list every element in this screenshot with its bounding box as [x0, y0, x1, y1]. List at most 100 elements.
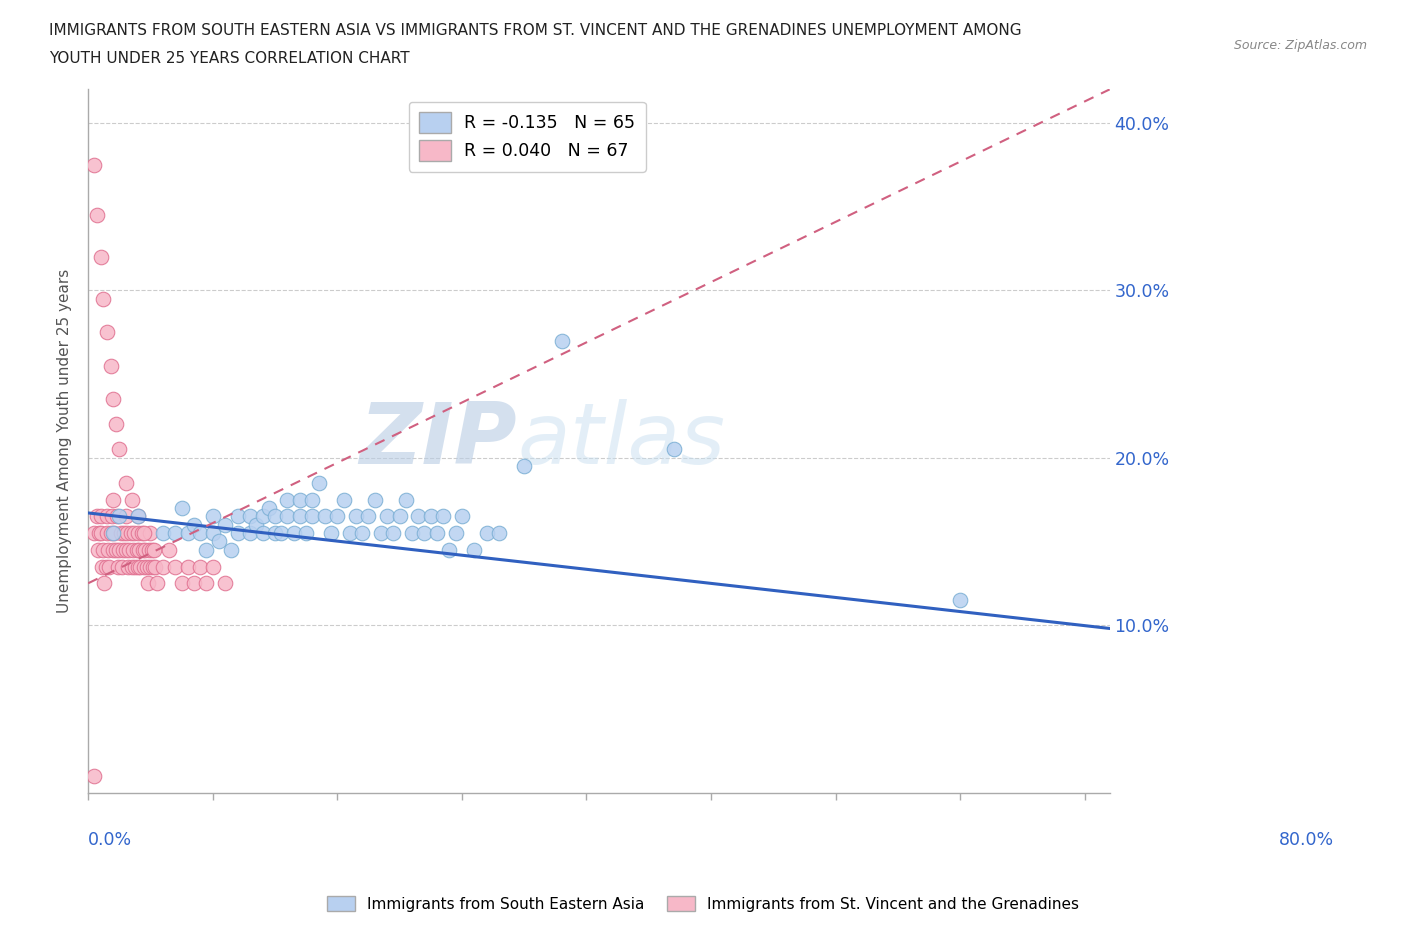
Point	[201, 525, 224, 540]
Point	[214, 576, 236, 591]
Point	[332, 492, 354, 507]
Text: IMMIGRANTS FROM SOUTH EASTERN ASIA VS IMMIGRANTS FROM ST. VINCENT AND THE GRENAD: IMMIGRANTS FROM SOUTH EASTERN ASIA VS IM…	[49, 23, 1022, 38]
Point	[221, 542, 243, 557]
Point	[122, 542, 145, 557]
Point	[114, 509, 136, 524]
Point	[344, 509, 367, 524]
Point	[121, 559, 143, 574]
Point	[138, 542, 160, 557]
Point	[86, 509, 108, 524]
Point	[257, 500, 280, 515]
Point	[201, 559, 224, 574]
Point	[96, 509, 118, 524]
Point	[252, 509, 274, 524]
Point	[195, 576, 218, 591]
Point	[264, 525, 287, 540]
Point	[93, 576, 115, 591]
Point	[395, 492, 418, 507]
Point	[145, 559, 167, 574]
Point	[444, 525, 467, 540]
Point	[104, 417, 127, 432]
Point	[94, 559, 117, 574]
Point	[319, 525, 342, 540]
Point	[165, 559, 187, 574]
Point	[170, 500, 193, 515]
Point	[101, 492, 124, 507]
Point	[127, 559, 149, 574]
Point	[143, 542, 166, 557]
Point	[134, 542, 156, 557]
Point	[142, 559, 165, 574]
Point	[115, 525, 138, 540]
Point	[145, 576, 167, 591]
Point	[183, 576, 205, 591]
Point	[134, 525, 156, 540]
Point	[419, 509, 441, 524]
Point	[375, 509, 398, 524]
Point	[326, 509, 349, 524]
Point	[177, 559, 200, 574]
Point	[413, 525, 436, 540]
Legend: Immigrants from South Eastern Asia, Immigrants from St. Vincent and the Grenadin: Immigrants from South Eastern Asia, Immi…	[321, 889, 1085, 918]
Point	[118, 542, 141, 557]
Point	[127, 509, 149, 524]
Text: R = -0.135: R = -0.135	[413, 107, 506, 125]
Point	[128, 542, 150, 557]
Point	[226, 509, 249, 524]
Point	[401, 525, 423, 540]
Point	[100, 358, 122, 373]
Text: Source: ZipAtlas.com: Source: ZipAtlas.com	[1233, 39, 1367, 52]
Point	[90, 509, 112, 524]
Point	[101, 392, 124, 406]
Y-axis label: Unemployment Among Youth under 25 years: Unemployment Among Youth under 25 years	[58, 269, 72, 613]
Text: 0.0%: 0.0%	[89, 831, 132, 849]
Point	[288, 509, 311, 524]
Point	[195, 542, 218, 557]
Text: 80.0%: 80.0%	[1278, 831, 1334, 849]
Point	[270, 525, 292, 540]
Point	[339, 525, 361, 540]
Point	[107, 559, 129, 574]
Point	[127, 525, 149, 540]
Point	[949, 592, 972, 607]
Text: ZIP: ZIP	[360, 400, 517, 483]
Legend: R = -0.135   N = 65, R = 0.040   N = 67: R = -0.135 N = 65, R = 0.040 N = 67	[409, 101, 645, 172]
Point	[239, 509, 262, 524]
Point	[87, 542, 110, 557]
Point	[86, 207, 108, 222]
Point	[101, 542, 124, 557]
Point	[98, 559, 121, 574]
Text: R = 0.040: R = 0.040	[413, 128, 501, 146]
Point	[152, 559, 174, 574]
Point	[177, 525, 200, 540]
Point	[475, 525, 498, 540]
Text: YOUTH UNDER 25 YEARS CORRELATION CHART: YOUTH UNDER 25 YEARS CORRELATION CHART	[49, 51, 409, 66]
Point	[426, 525, 449, 540]
Point	[314, 509, 336, 524]
Text: N = 65: N = 65	[474, 107, 551, 125]
Point	[463, 542, 485, 557]
Point	[124, 559, 146, 574]
Point	[301, 509, 323, 524]
Point	[108, 542, 131, 557]
Text: atlas: atlas	[517, 400, 725, 483]
Point	[120, 525, 142, 540]
Point	[165, 525, 187, 540]
Point	[129, 559, 152, 574]
Point	[83, 157, 105, 172]
Point	[308, 475, 330, 490]
Point	[662, 442, 685, 457]
Point	[101, 509, 124, 524]
Point	[112, 542, 135, 557]
Point	[201, 509, 224, 524]
Point	[288, 492, 311, 507]
Point	[90, 525, 112, 540]
Point	[139, 559, 162, 574]
Point	[83, 768, 105, 783]
Point	[112, 525, 135, 540]
Point	[131, 525, 153, 540]
Point	[91, 291, 114, 306]
Point	[125, 542, 148, 557]
Point	[382, 525, 405, 540]
Point	[252, 525, 274, 540]
